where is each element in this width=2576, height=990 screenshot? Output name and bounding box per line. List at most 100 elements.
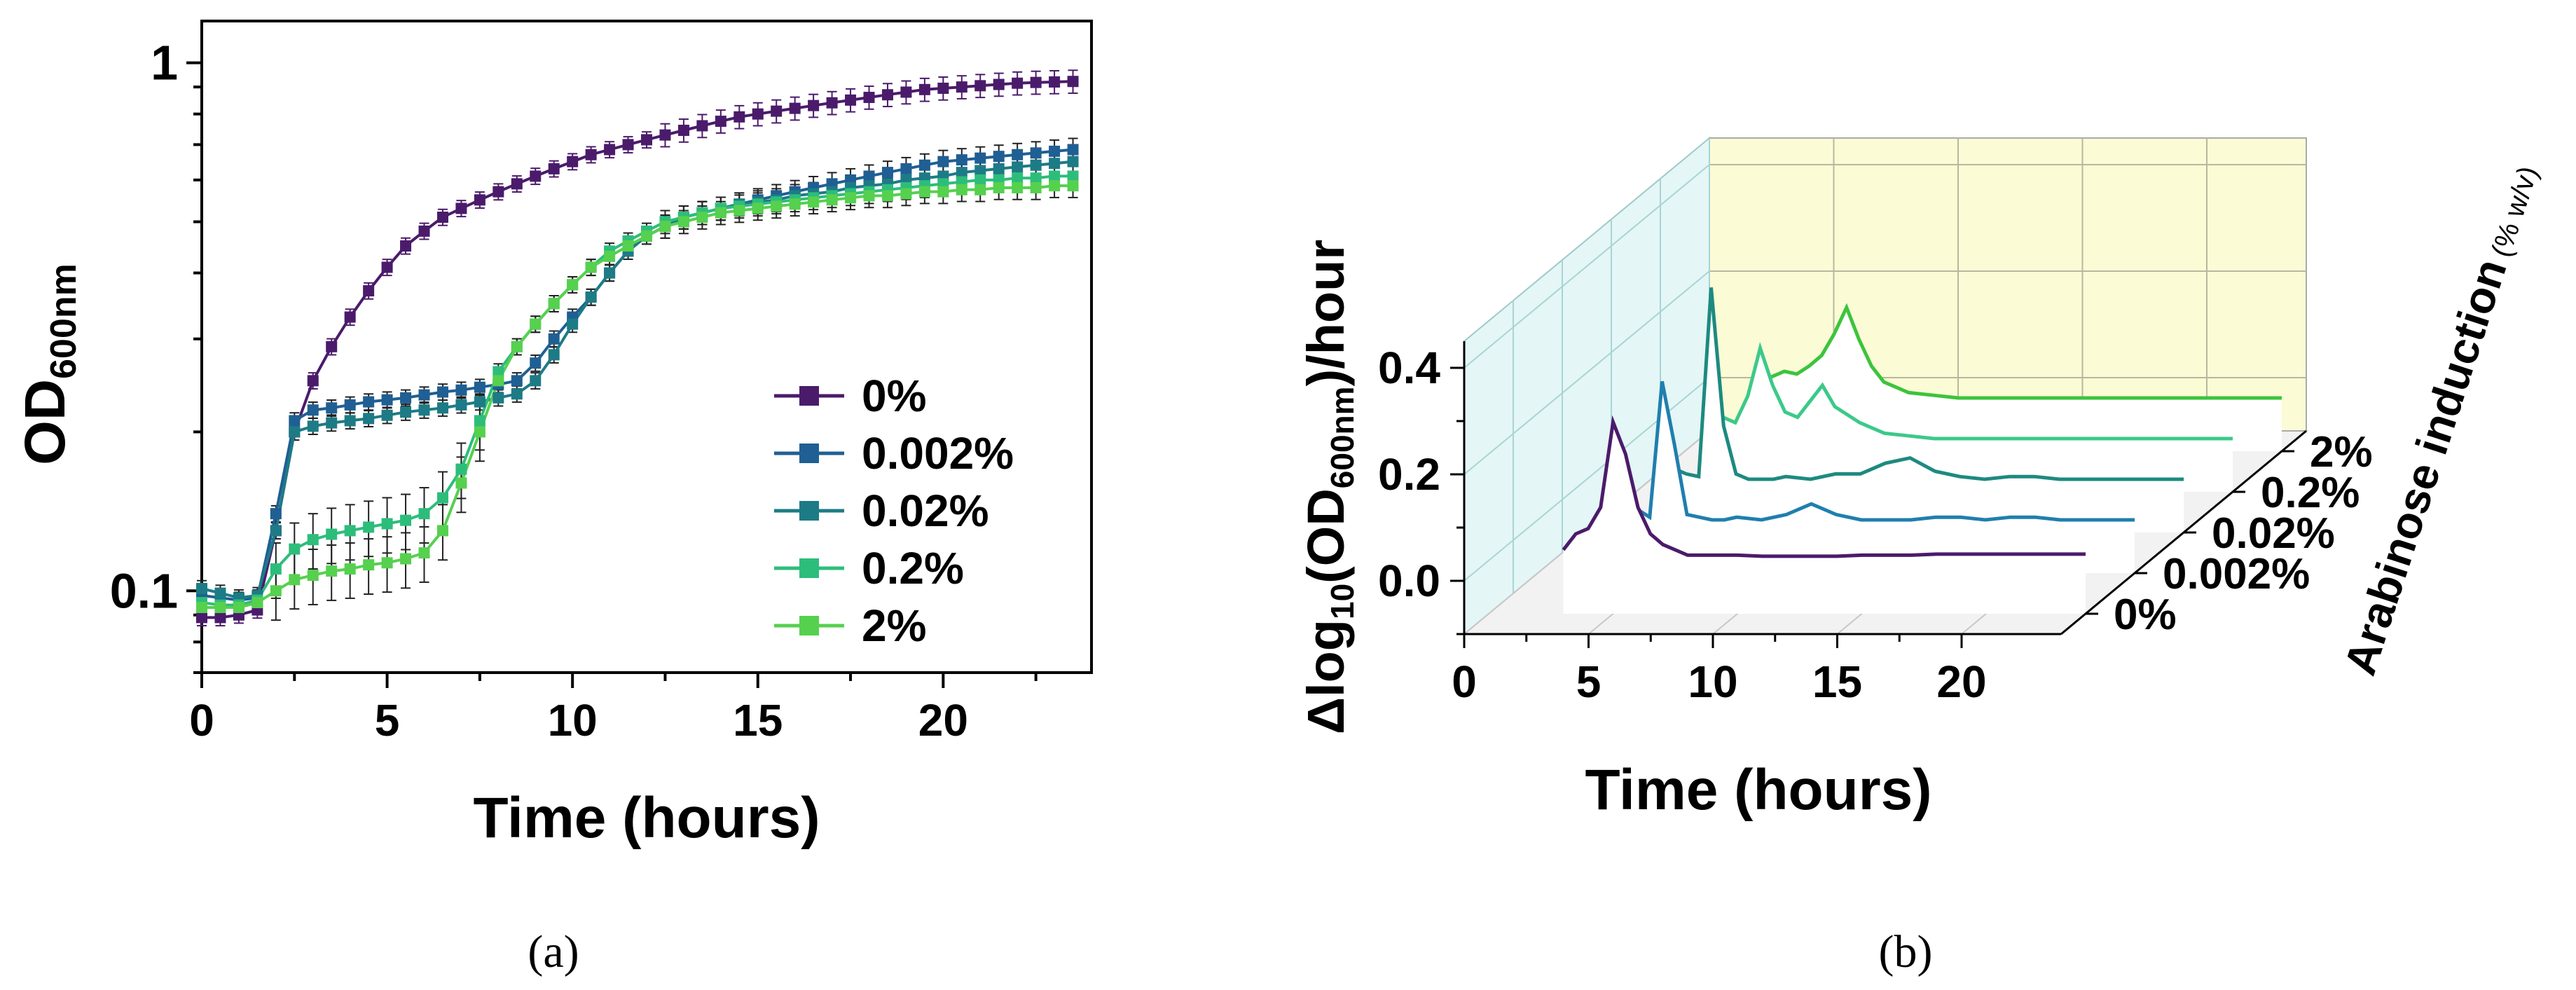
data-point [752,108,764,120]
data-point [474,415,485,427]
legend-label: 0.002% [862,428,1014,479]
data-point [826,194,838,206]
data-point [530,357,542,369]
data-point [937,186,949,198]
data-point [771,200,783,212]
x-tick-label: 15 [733,695,783,745]
z-category-label: 0.02% [2212,509,2335,558]
data-point [363,559,375,571]
data-point [418,508,430,520]
x-tick-label: 0 [189,695,214,745]
data-point [307,375,319,387]
data-point [863,92,875,104]
data-point [1067,156,1079,167]
data-point [436,492,448,504]
data-point [418,404,430,416]
data-point [956,184,967,195]
data-point [214,602,226,614]
x-tick-label: 10 [548,695,598,745]
data-point [918,186,930,198]
data-point [548,163,560,174]
grid-line [1463,164,1710,369]
data-point [493,366,504,378]
data-point [715,116,726,128]
x-tick-label: 15 [1812,656,1862,707]
y-tick-label: 0.0 [1378,556,1440,606]
data-point [641,230,652,242]
panel-b-y-label-tail: )/hour [1297,240,1355,387]
data-point [845,94,857,106]
data-point [1030,147,1042,159]
data-point [493,392,504,404]
data-point [974,184,986,195]
data-point [196,583,207,595]
data-point [289,543,301,555]
data-point [659,129,671,141]
series-fill-0% [1563,422,2086,614]
data-point [196,602,207,614]
data-point [1049,158,1061,170]
data-point [436,525,448,537]
data-point [604,267,616,279]
data-point [1067,170,1079,182]
data-point [974,165,986,177]
data-point [696,120,708,132]
legend-marker [799,386,819,406]
data-point [307,404,319,416]
data-point [956,154,967,166]
data-point [993,163,1005,174]
series-line-2% [1758,303,2282,400]
panel-b-z-axis-label: Arabinose induction(% w/v) [2334,158,2547,681]
series-fill-2% [1759,307,2282,451]
data-point [733,205,745,216]
data-point [511,388,523,400]
z-category-label: 0.002% [2163,550,2310,598]
panel-a-y-axis-label: OD600nm [13,263,84,465]
data-point [326,402,338,414]
panel-b-y-label-delta: Δlog [1297,619,1355,734]
data-point [289,415,301,427]
data-point [918,159,930,171]
data-point [474,194,485,206]
data-point [474,426,485,438]
data-point [974,80,986,92]
data-point [733,111,745,123]
data-point [863,190,875,202]
data-point [270,563,282,575]
data-point [400,514,412,526]
data-point [493,375,504,387]
data-point [604,144,616,156]
data-point [307,420,319,432]
data-point [900,86,912,98]
grid-line [1463,270,1710,475]
data-point [381,518,393,530]
data-point [418,389,430,401]
data-point [604,250,616,262]
data-point [696,212,708,224]
legend-marker [799,444,819,463]
data-point [289,574,301,586]
data-point [937,82,949,94]
data-point [455,399,467,411]
data-point [436,212,448,224]
data-point [789,198,801,210]
data-point [214,587,226,599]
data-point [789,102,801,114]
panel-a-y-label-main: OD [13,379,77,465]
data-point [400,240,412,252]
data-point [344,415,356,427]
data-point [1049,170,1061,182]
data-point [1012,172,1024,184]
y-tick-label: 0.1 [110,563,178,618]
panel-a-chart: 0 5 10 15 20 0.11 Time (hours) OD600nm 0%0.0… [13,20,1093,850]
data-point [270,585,282,597]
data-point [493,186,504,198]
panel-b-y-label-sub10: 10 [1324,584,1361,619]
data-point [1030,159,1042,171]
data-point [1012,149,1024,160]
y-tick-label: 0.2 [1378,449,1440,500]
data-point [752,202,764,214]
data-point [363,521,375,533]
data-point [974,152,986,164]
x-tick-label: 5 [1576,656,1602,707]
